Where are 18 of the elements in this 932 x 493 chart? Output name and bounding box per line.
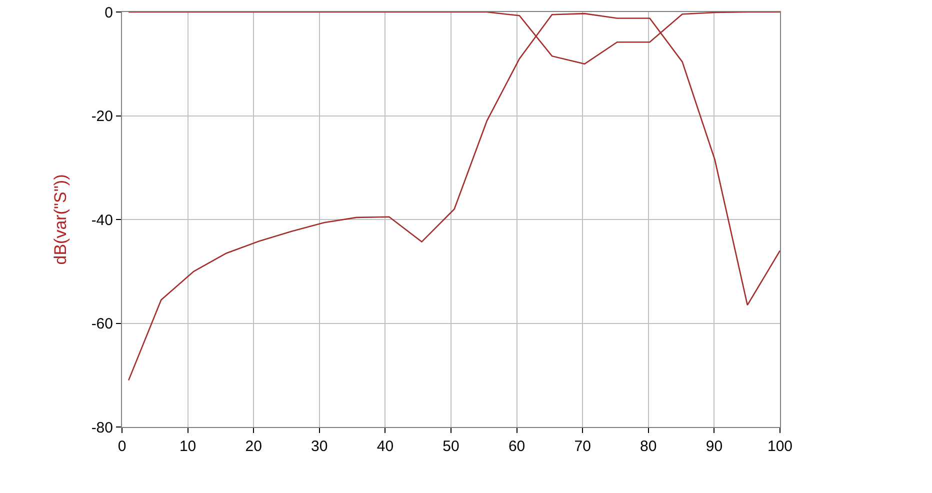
y-tick-label: -60	[91, 316, 113, 332]
x-tick-label: 20	[245, 438, 262, 455]
x-tick-label: 10	[179, 438, 196, 455]
x-tick-label: 100	[767, 438, 793, 455]
x-tick-label: 70	[574, 438, 591, 455]
y-axis-title: dB(var("S"))	[50, 174, 70, 265]
y-tick-label: -20	[91, 108, 113, 125]
y-tick-label: -40	[91, 212, 113, 229]
y-tick-label: 0	[104, 4, 113, 22]
x-tick-label: 60	[508, 438, 526, 455]
x-tick-label: 40	[376, 438, 394, 455]
x-tick-label: 90	[706, 438, 723, 455]
x-tick-label: 30	[311, 438, 328, 455]
x-tick-label: 80	[640, 438, 657, 455]
line-series	[128, 12, 780, 381]
x-tick-label: 0	[118, 438, 126, 455]
y-tick-label: -80	[91, 419, 113, 436]
x-tick-label: 50	[442, 438, 460, 455]
